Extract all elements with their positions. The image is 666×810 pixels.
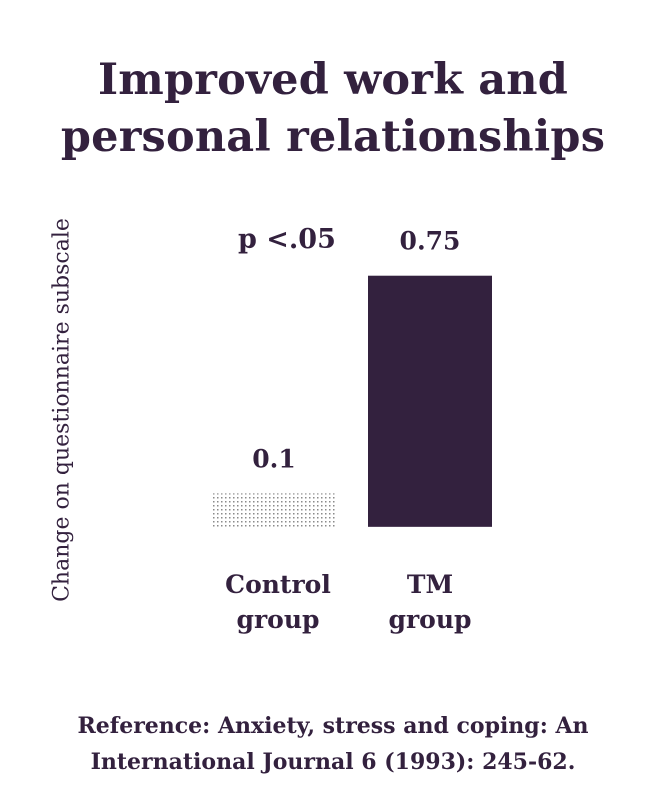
category-label-control: Control group — [225, 570, 331, 634]
significance-annotation: p <.05 — [238, 224, 336, 255]
reference-note: Reference: Anxiety, stress and coping: A… — [77, 713, 589, 775]
data-label-control: 0.1 — [252, 444, 296, 473]
bar-control-group — [212, 493, 336, 527]
data-label-tm: 0.75 — [400, 227, 461, 256]
chart-title: Improved work and personal relationships — [60, 55, 606, 162]
category-label-tm: TM group — [388, 570, 472, 634]
bar-tm-group — [368, 275, 492, 527]
